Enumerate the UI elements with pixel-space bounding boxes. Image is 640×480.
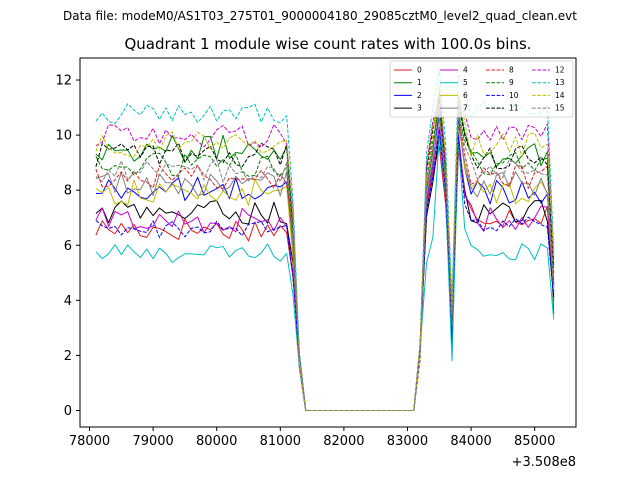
chart-suptitle: Data file: modeM0/AS1T03_275T01_90000041… [63,9,577,23]
series-line-14 [95,85,555,411]
legend-frame [389,60,574,118]
y-tick-label-4: 8 [64,184,72,199]
legend-label-0: 0 [417,66,422,75]
legend-label-13: 13 [555,78,565,87]
legend-label-14: 14 [555,91,565,100]
legend-label-10: 10 [509,91,519,100]
legend-label-3: 3 [417,104,422,113]
chart-title: Quadrant 1 module wise count rates with … [124,35,531,53]
axes-frame [79,57,577,428]
x-tick-label-4: 82000 [323,434,364,449]
legend-label-1: 1 [417,78,422,87]
axes-layer: 78000 79000 80000 81000 82000 83000 84000 85000… [55,74,555,449]
series-line-9 [95,107,555,411]
y-tick-label-6: 12 [55,74,72,89]
legend-label-6: 6 [463,91,468,100]
x-tick-label-6: 84000 [450,434,491,449]
legend-label-12: 12 [555,66,565,75]
series-layer [95,68,555,411]
y-tick-label-5: 10 [55,129,72,144]
x-tick-label-2: 80000 [196,434,237,449]
legend-label-4: 4 [463,66,468,75]
series-line-11 [95,98,555,411]
x-tick-label-1: 79000 [132,434,173,449]
legend-label-5: 5 [463,78,468,87]
x-tick-label-7: 85000 [514,434,555,449]
x-tick-label-3: 81000 [260,434,301,449]
series-line-15 [95,109,555,411]
legend-label-2: 2 [417,91,422,100]
legend-label-9: 9 [509,78,514,87]
legend-label-7: 7 [463,104,468,113]
legend-label-11: 11 [509,104,519,113]
legend-label-8: 8 [509,66,514,75]
y-tick-label-3: 6 [64,239,72,254]
x-tick-label-5: 83000 [387,434,428,449]
y-tick-label-2: 4 [64,294,72,309]
y-tick-label-0: 0 [64,404,72,419]
legend-label-15: 15 [555,104,565,113]
x-tick-label-0: 78000 [69,434,110,449]
y-tick-label-1: 2 [64,349,72,364]
x-offset-label: +3.508e8 [512,455,576,470]
